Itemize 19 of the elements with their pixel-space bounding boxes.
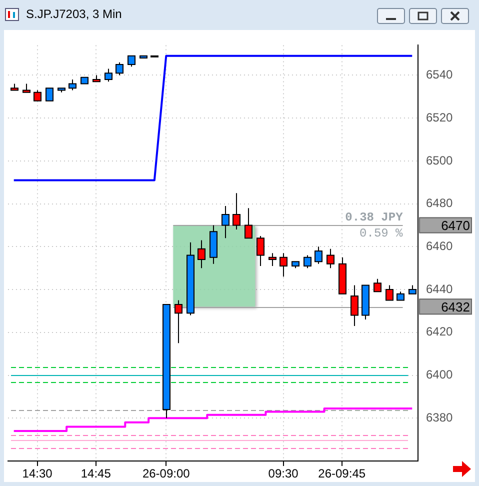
- y-tick-label: 6420: [426, 324, 454, 339]
- y-tick-label: 6520: [426, 110, 454, 124]
- ref-line-label: 6470: [441, 218, 470, 233]
- y-tick-label: 6380: [426, 410, 454, 424]
- x-tick-label: 09:30: [268, 466, 299, 481]
- annotation: 0.38 JPY: [345, 210, 404, 224]
- x-tick-label: 26-09:45: [318, 466, 366, 481]
- y-tick-label: 6480: [426, 196, 454, 210]
- x-tick-label: 26-09:00: [142, 466, 190, 481]
- ref-line-label: 6432: [441, 299, 470, 314]
- annotation: 0.59 %: [360, 226, 404, 240]
- chart-title: S.JP.J7203, 3 Min: [26, 7, 122, 21]
- y-tick-label: 6400: [426, 368, 454, 382]
- y-tick-label: 6540: [426, 68, 454, 82]
- y-tick-label: 6460: [426, 238, 454, 253]
- x-tick-label: 14:30: [22, 466, 53, 481]
- y-tick-label: 6440: [426, 282, 454, 296]
- x-tick-label: 14:45: [80, 466, 112, 481]
- y-tick-label: 6500: [426, 153, 454, 168]
